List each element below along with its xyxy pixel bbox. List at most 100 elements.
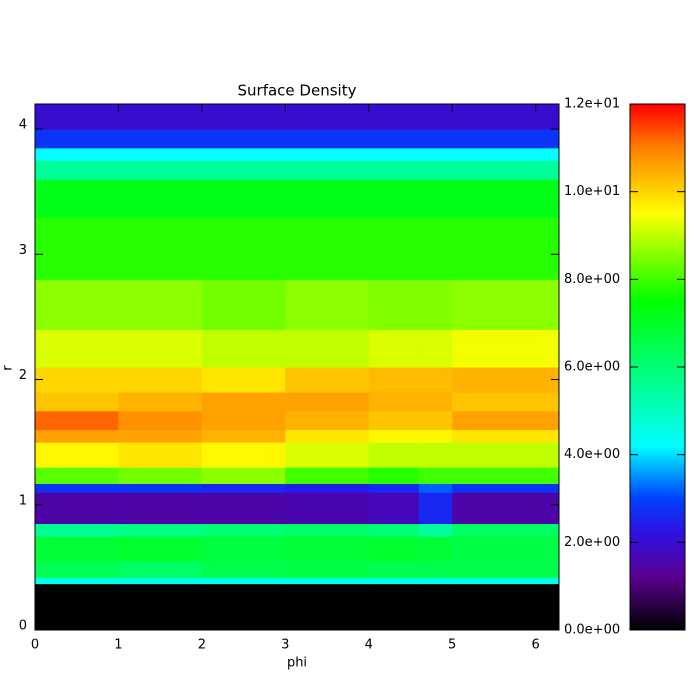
heatmap-cell [285,442,370,468]
heatmap-cell [368,160,420,180]
colorbar-tick-label: 2.0e+00 [564,535,620,550]
heatmap-cell [368,129,420,149]
heatmap-cell [118,367,203,393]
heatmap-cell [118,160,203,180]
heatmap-cell [418,492,453,525]
heatmap-cell [285,467,370,484]
heatmap-cell [418,583,453,631]
heatmap-cell [35,329,119,368]
heatmap-cell [285,160,370,180]
heatmap-cell [452,467,560,484]
heatmap-cell [118,483,203,493]
heatmap-cell [285,104,370,130]
heatmap-cell [201,392,286,412]
x-tick-label: 3 [281,638,289,653]
heatmap-cell [118,392,203,412]
heatmap-cell [368,492,420,525]
heatmap-cell [285,147,370,161]
heatmap-cell [368,179,420,218]
heatmap-cell [452,279,560,330]
heatmap-cell [452,561,560,578]
plot-frame [34,103,560,631]
heatmap-cell [201,147,286,161]
heatmap-cell [418,523,453,537]
y-tick-label: 4 [19,118,27,133]
y-tick-label: 3 [19,243,27,258]
heatmap-cell [118,129,203,149]
heatmap-cell [285,561,370,578]
heatmap-cell [201,442,286,468]
heatmap-cell [201,536,286,562]
heatmap-cell [35,179,119,218]
heatmap-cell [118,523,203,537]
heatmap-cell [418,483,453,493]
heatmap-cell [35,442,119,468]
y-axis-label: r [1,365,16,371]
heatmap-cell [418,577,453,585]
heatmap-cell [418,160,453,180]
heatmap-cell [368,523,420,537]
heatmap-cell [368,561,420,578]
heatmap-cell [35,429,119,443]
colorbar-tick-label: 6.0e+00 [564,360,620,375]
x-tick-label: 4 [365,638,373,653]
heatmap-cell [452,147,560,161]
x-tick-label: 6 [531,638,539,653]
heatmap-cell [452,104,560,130]
heatmap-cell [418,279,453,330]
heatmap-cell [418,104,453,130]
heatmap-cell [452,536,560,562]
heatmap-cell [118,429,203,443]
heatmap-cell [118,536,203,562]
heatmap-cell [368,216,420,280]
heatmap-cell [35,536,119,562]
chart-title: Surface Density [238,82,357,100]
heatmap-cell [35,467,119,484]
heatmap-cell [201,523,286,537]
heatmap-cell [118,583,203,631]
x-tick-label: 5 [448,638,456,653]
heatmap-cell [118,410,203,431]
heatmap-cell [285,483,370,493]
heatmap-cell [285,367,370,393]
heatmap-cell [35,492,119,525]
heatmap-cell [285,392,370,412]
colorbar-tick-label: 0.0e+00 [564,623,620,638]
heatmap-cell [452,429,560,443]
colorbar-tick-label: 1.2e+01 [564,97,620,112]
heatmap-cell [35,367,119,393]
heatmap-cell [418,147,453,161]
heatmap-cell [418,442,453,468]
heatmap-cell [452,367,560,393]
heatmap-cell [201,583,286,631]
heatmap-cell [35,561,119,578]
heatmap-cell [285,179,370,218]
heatmap-cell [418,392,453,412]
heatmap-cell [35,279,119,330]
heatmap-cell [452,583,560,631]
heatmap-cell [452,483,560,493]
heatmap-cell [201,329,286,368]
heatmap-cell [285,279,370,330]
heatmap-cell [452,492,560,525]
heatmap-cell [418,329,453,368]
heatmap-cell [368,104,420,130]
heatmap-cell [368,429,420,443]
heatmap-cell [201,160,286,180]
heatmap-cell [35,523,119,537]
heatmap-cell [368,279,420,330]
heatmap-cell [368,410,420,431]
heatmap-cell [418,216,453,280]
x-tick-label: 1 [114,638,122,653]
heatmap-cell [201,129,286,149]
heatmap-cell [285,129,370,149]
heatmap-cell [368,367,420,393]
heatmap-cell [452,160,560,180]
heatmap-cell [452,179,560,218]
heatmap-cell [285,577,370,585]
heatmap-cell [285,429,370,443]
heatmap-cell [285,492,370,525]
colorbar-tick-label: 4.0e+00 [564,447,620,462]
heatmap-cell [201,410,286,431]
